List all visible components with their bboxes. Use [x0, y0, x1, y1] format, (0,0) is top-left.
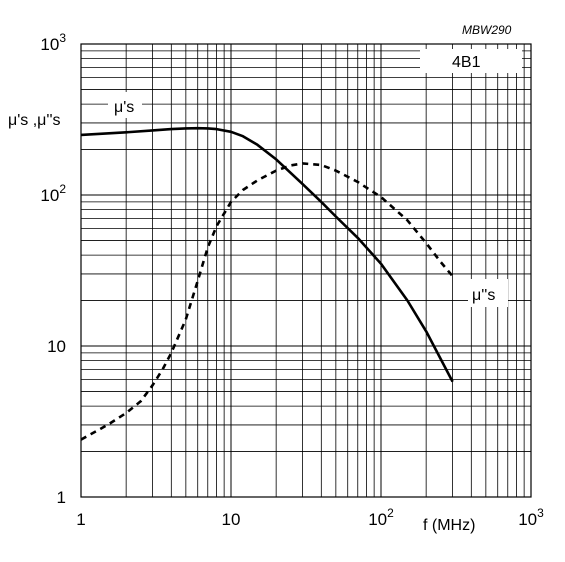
material-label-box [420, 49, 522, 73]
y-tick-label: 103 [40, 31, 66, 54]
series-label-mu-prime: μ's [114, 99, 134, 116]
material-label: 4B1 [452, 54, 481, 71]
y-tick-label: 10 [47, 337, 66, 356]
plot-frame [80, 43, 532, 498]
series-layer [80, 126, 454, 441]
x-tick-label: 10 [222, 510, 241, 529]
series-line-mu-double-prime [80, 162, 454, 441]
series-label-mu-double-prime: μ''s [472, 287, 495, 304]
x-tick-label: 103 [518, 506, 544, 529]
series-label-bg-2 [468, 279, 508, 307]
series-line-mu-prime [80, 126, 454, 383]
y-tick-labels: 1 10 102 103 [40, 31, 66, 507]
series-label-bg-1 [108, 92, 142, 118]
x-tick-label: 1 [76, 510, 85, 529]
y-axis-label: μ's ,μ''s [8, 112, 61, 129]
figure-tag: MBW290 [462, 23, 512, 37]
x-tick-label: 102 [368, 506, 394, 529]
grid [81, 44, 531, 497]
y-tick-label: 102 [40, 182, 66, 205]
ylabel-bg [8, 98, 76, 138]
x-axis-label: f (MHz) [423, 517, 475, 534]
y-tick-label: 1 [57, 488, 66, 507]
